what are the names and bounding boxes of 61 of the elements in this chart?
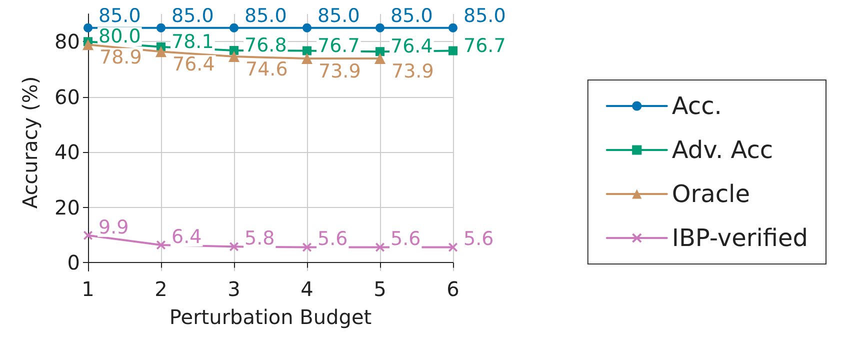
point bbox=[230, 23, 238, 32]
y-tick-label: 0 bbox=[67, 250, 80, 275]
data-label: 78.1 bbox=[172, 30, 214, 53]
data-label: 76.4 bbox=[172, 54, 215, 76]
x-tick-label: 4 bbox=[300, 277, 314, 301]
point bbox=[448, 46, 458, 56]
point bbox=[376, 47, 384, 56]
y-axis-title: Accuracy (%) bbox=[18, 76, 42, 209]
y-tick-label: 40 bbox=[54, 140, 80, 164]
data-label: 85.0 bbox=[390, 4, 433, 27]
data-label: 5.6 bbox=[464, 228, 494, 250]
x-tick-label: 1 bbox=[82, 277, 94, 301]
point bbox=[302, 23, 312, 32]
point bbox=[302, 52, 312, 64]
point bbox=[376, 242, 384, 252]
data-label: 85.0 bbox=[464, 4, 506, 27]
y-tick-label: 20 bbox=[54, 195, 80, 220]
data-label: 76.4 bbox=[390, 36, 433, 58]
x-tick-label: 5 bbox=[374, 277, 386, 301]
point bbox=[156, 240, 166, 250]
point bbox=[302, 242, 312, 252]
data-label: 5.6 bbox=[318, 228, 348, 250]
data-label: 80.0 bbox=[98, 26, 141, 48]
point bbox=[374, 52, 386, 64]
point bbox=[302, 46, 312, 56]
data-label: 5.8 bbox=[244, 228, 275, 250]
legend-label: IBP-verified bbox=[672, 224, 808, 252]
x-tick-label: 6 bbox=[446, 277, 460, 301]
data-label: 6.4 bbox=[172, 226, 202, 248]
legend-label: Adv. Acc bbox=[672, 136, 774, 164]
point bbox=[84, 23, 92, 32]
point bbox=[230, 46, 238, 55]
point bbox=[82, 39, 94, 50]
legend-label: Acc. bbox=[672, 92, 722, 120]
point bbox=[376, 23, 384, 32]
point bbox=[156, 46, 166, 58]
data-label: 85.0 bbox=[98, 4, 141, 27]
point bbox=[230, 242, 238, 252]
point bbox=[84, 230, 92, 240]
x-tick-label: 2 bbox=[154, 277, 168, 301]
data-label: 73.9 bbox=[318, 60, 361, 82]
data-label: 9.9 bbox=[98, 216, 129, 238]
point bbox=[156, 23, 166, 32]
point bbox=[448, 23, 458, 32]
data-label: 73.9 bbox=[392, 60, 434, 82]
point bbox=[448, 242, 458, 252]
y-tick-label: 60 bbox=[54, 84, 80, 109]
data-label: 85.0 bbox=[318, 4, 360, 27]
data-label: 78.9 bbox=[100, 46, 142, 69]
data-label: 85.0 bbox=[172, 4, 214, 27]
point bbox=[228, 51, 240, 62]
data-label: 76.7 bbox=[318, 34, 360, 57]
data-label: 76.8 bbox=[244, 34, 287, 56]
data-label: 5.6 bbox=[390, 228, 421, 250]
data-label: 85.0 bbox=[244, 4, 287, 27]
legend-label: Oracle bbox=[672, 180, 750, 208]
y-tick-label: 80 bbox=[54, 30, 80, 54]
data-label: 76.7 bbox=[464, 34, 506, 57]
data-label: 74.6 bbox=[246, 58, 288, 81]
x-axis-title: Perturbation Budget bbox=[169, 305, 372, 329]
x-tick-label: 3 bbox=[228, 277, 240, 301]
